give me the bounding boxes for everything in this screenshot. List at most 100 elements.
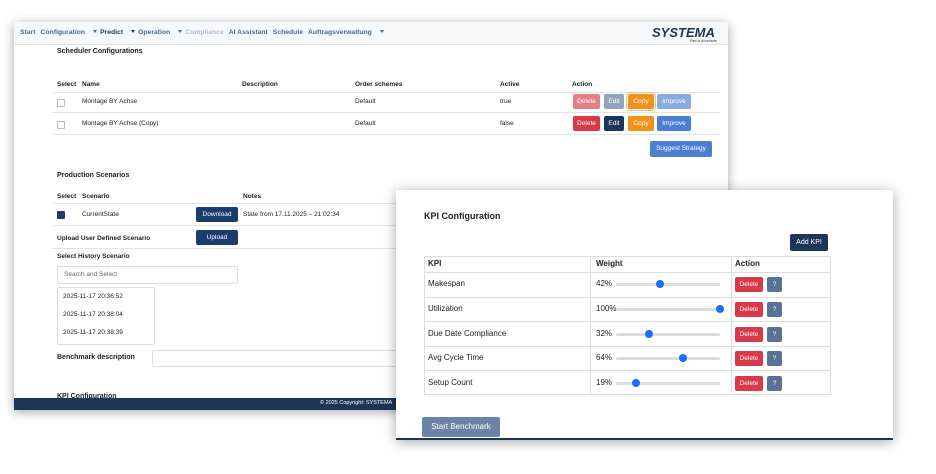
row-notes: State from 17.11.2025 – 21:02:34 [243, 211, 340, 218]
action-button[interactable]: Edit [604, 116, 624, 131]
action-button[interactable]: Copy [628, 116, 654, 131]
row-name: Montage BY Achse [82, 98, 138, 105]
row-line [52, 92, 720, 93]
slider-thumb[interactable] [655, 280, 664, 289]
section-title: Production Scenarios [57, 172, 130, 179]
kpi-name: Setup Count [428, 377, 473, 387]
weight-label: 100% [596, 303, 617, 313]
slider-track[interactable] [616, 332, 720, 336]
history-item[interactable]: 2025-11-17 20:38:39 [63, 329, 123, 336]
slider-thumb[interactable] [716, 304, 724, 313]
delete-button[interactable]: Delete [735, 326, 763, 342]
row-line [424, 321, 831, 323]
nav-caret [178, 30, 183, 34]
nav-item[interactable]: Start [20, 29, 36, 36]
nav-items: Start Configuration Predict Operation Compli… [20, 29, 387, 36]
row-line [52, 134, 720, 135]
nav-item[interactable]: Configuration [40, 29, 86, 36]
download-button[interactable]: Download [196, 207, 238, 222]
help-button[interactable]: ? [767, 375, 782, 391]
weight-label: 42% [596, 279, 613, 289]
column-header: KPI [428, 259, 442, 268]
history-label: Select History Scenario [57, 253, 130, 260]
row-line [424, 272, 831, 273]
column-header: Order schemes [355, 81, 403, 88]
section-title: Scheduler Configurations [57, 48, 143, 55]
help-button[interactable]: ? [767, 277, 782, 293]
row-line [52, 203, 720, 204]
slider-thumb[interactable] [645, 329, 654, 338]
row-line [424, 370, 831, 372]
row-active: true [500, 98, 512, 105]
logo-sub: Part of Accenture [690, 39, 717, 43]
nav-item[interactable]: Schedule [272, 29, 303, 36]
action-button[interactable]: Delete [573, 94, 600, 109]
benchmark-label: Benchmark description [57, 354, 135, 361]
row-name: Montage BY Achse (Copy) [82, 120, 159, 127]
kpi-panel-title: KPI Configuration [424, 211, 501, 221]
upload-button[interactable]: Upload [196, 230, 238, 245]
row-checkbox[interactable] [57, 99, 65, 107]
column-header: Select [57, 193, 77, 200]
footer-text: © 2025 Copyright: SYSTEMA [320, 400, 393, 406]
nav-caret [93, 30, 98, 34]
action-button[interactable]: Improve [657, 94, 691, 109]
delete-button[interactable]: Delete [735, 375, 763, 391]
weight-label: 32% [596, 328, 613, 338]
row-line [424, 296, 831, 298]
row-line [52, 248, 720, 249]
history-item[interactable]: 2025-11-17 20:38:04 [63, 311, 123, 318]
start-benchmark-button[interactable]: Start Benchmark [422, 417, 500, 437]
nav-item[interactable]: AI Assistant [228, 29, 268, 36]
slider-thumb[interactable] [631, 378, 640, 387]
add-kpi-button[interactable]: Add KPI [790, 234, 828, 251]
column-divider [590, 256, 591, 395]
action-button[interactable]: Copy [626, 92, 656, 111]
search-input[interactable]: Search and Select [57, 266, 238, 284]
kpi-panel [396, 190, 893, 440]
row-active: false [500, 120, 514, 127]
row-line [424, 345, 831, 347]
slider-track[interactable] [616, 381, 720, 385]
column-header: Select [57, 81, 77, 88]
row-checkbox[interactable] [57, 211, 65, 219]
slider-track[interactable] [616, 283, 720, 287]
action-button[interactable]: Edit [604, 94, 624, 109]
row-scenario: CurrentState [82, 211, 119, 218]
kpi-name: Avg Cycle Time [428, 353, 484, 363]
action-button[interactable]: Improve [657, 116, 691, 131]
slider-track[interactable] [616, 357, 720, 361]
suggest-button[interactable]: Suggest Strategy [650, 141, 712, 157]
delete-button[interactable]: Delete [735, 301, 763, 317]
column-divider [731, 256, 732, 395]
help-button[interactable]: ? [767, 301, 782, 317]
nav-item[interactable]: Predict [100, 29, 124, 36]
delete-button[interactable]: Delete [735, 351, 763, 367]
help-button[interactable]: ? [767, 351, 782, 367]
section-title: KPI Configuration [57, 393, 117, 400]
row-line [52, 112, 720, 113]
nav-item[interactable]: Operation [138, 29, 171, 36]
column-header: Weight [596, 259, 623, 268]
action-button[interactable]: Delete [573, 116, 600, 131]
weight-label: 64% [596, 353, 613, 363]
row-line [52, 225, 720, 226]
column-header: Action [572, 81, 593, 88]
help-button[interactable]: ? [767, 326, 782, 342]
slider-thumb[interactable] [678, 354, 687, 363]
column-header: Notes [243, 193, 262, 200]
row-checkbox[interactable] [57, 121, 65, 129]
kpi-name: Makespan [428, 279, 465, 289]
kpi-table [424, 256, 831, 395]
column-header: Name [82, 81, 100, 88]
weight-label: 19% [596, 377, 613, 387]
nav-item[interactable]: Compliance [185, 29, 224, 36]
nav-item[interactable]: Auftragsverwaltung [308, 29, 372, 36]
history-dropdown: 2025-11-17 20:36:52 2025-11-17 20:38:04 20… [57, 287, 155, 345]
history-item[interactable]: 2025-11-17 20:36:52 [63, 293, 123, 300]
row-order-scheme: Default [355, 98, 376, 105]
delete-button[interactable]: Delete [735, 277, 763, 293]
slider-track[interactable] [616, 307, 720, 311]
nav-caret [379, 30, 384, 34]
